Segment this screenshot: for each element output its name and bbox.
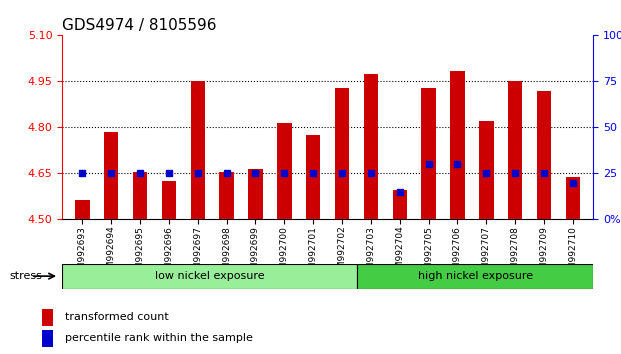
Bar bbox=[42, 309, 53, 326]
Bar bbox=[191, 81, 205, 219]
Bar bbox=[450, 71, 465, 219]
Bar bbox=[479, 121, 494, 219]
Bar bbox=[219, 172, 233, 219]
Bar bbox=[161, 181, 176, 219]
FancyBboxPatch shape bbox=[62, 264, 357, 289]
Bar bbox=[508, 81, 522, 219]
Bar bbox=[537, 91, 551, 219]
Bar bbox=[277, 123, 291, 219]
Text: high nickel exposure: high nickel exposure bbox=[417, 271, 533, 281]
Bar bbox=[42, 330, 53, 347]
Bar bbox=[566, 177, 580, 219]
Bar bbox=[133, 172, 147, 219]
Text: GDS4974 / 8105596: GDS4974 / 8105596 bbox=[62, 18, 217, 33]
Bar bbox=[306, 135, 320, 219]
Bar bbox=[364, 74, 378, 219]
Bar bbox=[75, 200, 89, 219]
Bar bbox=[335, 87, 349, 219]
Text: low nickel exposure: low nickel exposure bbox=[155, 271, 265, 281]
FancyBboxPatch shape bbox=[357, 264, 593, 289]
Bar bbox=[422, 87, 436, 219]
Text: percentile rank within the sample: percentile rank within the sample bbox=[65, 333, 253, 343]
Bar bbox=[248, 169, 263, 219]
Text: transformed count: transformed count bbox=[65, 312, 168, 322]
Bar bbox=[392, 190, 407, 219]
Bar bbox=[104, 132, 119, 219]
Text: stress: stress bbox=[9, 271, 42, 281]
